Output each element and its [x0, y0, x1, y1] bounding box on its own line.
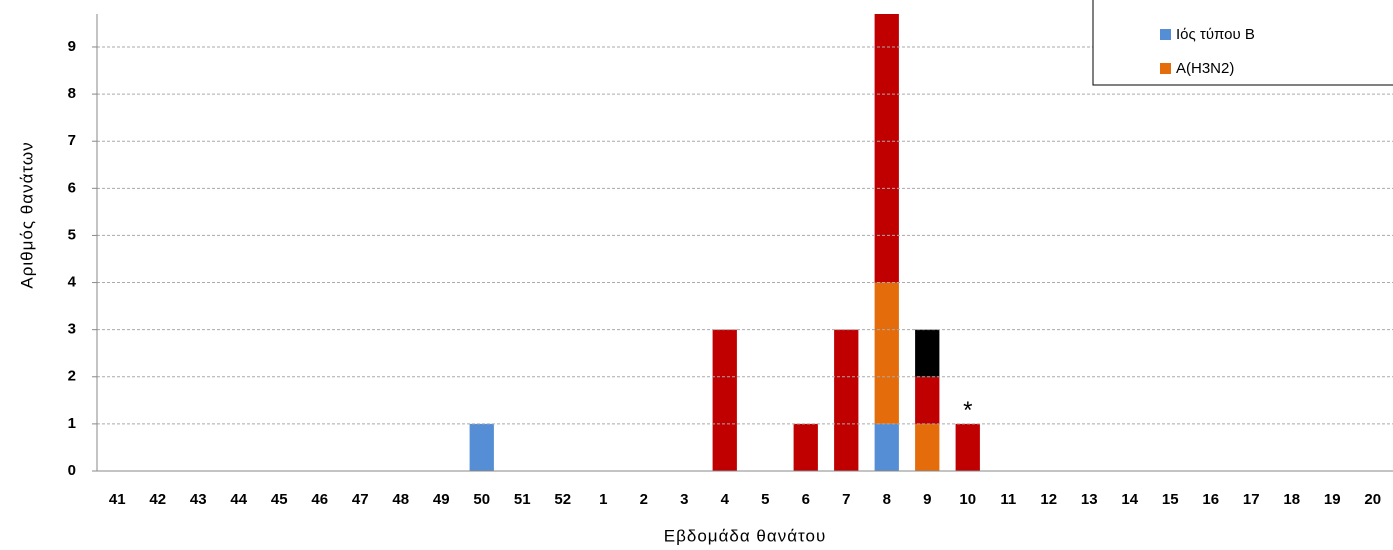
x-tick-label: 45	[271, 491, 288, 508]
legend-swatch	[1160, 63, 1171, 74]
x-tick-label: 13	[1081, 491, 1098, 508]
annotation: *	[963, 397, 972, 424]
x-tick-label: 12	[1040, 491, 1057, 508]
bar-segment	[793, 423, 818, 471]
legend-label: Ιός τύπου B	[1176, 26, 1255, 43]
y-tick-label: 0	[68, 462, 76, 479]
x-tick-label: 48	[392, 491, 409, 508]
legend-label: A(H3N2)	[1176, 60, 1234, 77]
x-tick-label: 50	[473, 491, 490, 508]
x-tick-label: 10	[959, 491, 976, 508]
x-tick-label: 3	[680, 491, 688, 508]
y-tick-label: 6	[68, 179, 76, 196]
x-tick-label: 44	[230, 491, 247, 508]
x-tick-label: 16	[1202, 491, 1219, 508]
bar-segment	[955, 423, 980, 471]
y-tick-label: 7	[68, 132, 76, 149]
x-tick-label: 1	[599, 491, 607, 508]
bar-segment	[712, 329, 737, 471]
x-tick-label: 51	[514, 491, 531, 508]
x-tick-label: 19	[1324, 491, 1341, 508]
x-tick-label: 42	[149, 491, 166, 508]
bar-segment	[874, 14, 899, 283]
x-tick-label: 8	[883, 491, 891, 508]
plot-area	[469, 14, 980, 471]
y-axis-title: Αριθμός θανάτων	[17, 141, 36, 288]
x-tick-label: 20	[1364, 491, 1381, 508]
y-tick-label: 3	[68, 321, 76, 338]
bar-segment	[834, 329, 859, 471]
x-tick-label: 4	[721, 491, 730, 508]
bar-segment	[469, 423, 494, 471]
x-tick-label: 15	[1162, 491, 1179, 508]
x-tick-label: 52	[554, 491, 571, 508]
x-tick-label: 6	[802, 491, 810, 508]
x-tick-label: 46	[311, 491, 328, 508]
bar-segment	[874, 423, 899, 471]
x-tick-label: 18	[1283, 491, 1300, 508]
y-tick-label: 4	[68, 274, 77, 291]
legend-swatch	[1160, 29, 1171, 40]
y-tick-label: 2	[68, 368, 76, 385]
y-tick-label: 8	[68, 85, 76, 102]
bar-segment	[915, 423, 940, 471]
y-tick-label: 9	[68, 38, 76, 55]
y-tick-label: 5	[68, 226, 76, 243]
x-tick-label: 17	[1243, 491, 1260, 508]
x-tick-label: 9	[923, 491, 931, 508]
y-tick-label: 1	[68, 415, 76, 432]
x-tick-label: 11	[1000, 491, 1016, 508]
x-tick-label: 43	[190, 491, 207, 508]
bar-segment	[915, 376, 940, 424]
x-tick-label: 41	[109, 491, 126, 508]
x-tick-label: 5	[761, 491, 769, 508]
x-tick-label: 2	[640, 491, 648, 508]
x-tick-label: 14	[1121, 491, 1138, 508]
legend-box	[1092, 0, 1393, 86]
bar-segment	[915, 329, 940, 377]
x-tick-label: 49	[433, 491, 450, 508]
x-axis-title: Εβδομάδα θανάτου	[664, 526, 827, 545]
x-tick-label: 47	[352, 491, 369, 508]
x-tick-label: 7	[842, 491, 850, 508]
bar-segment	[874, 282, 899, 424]
